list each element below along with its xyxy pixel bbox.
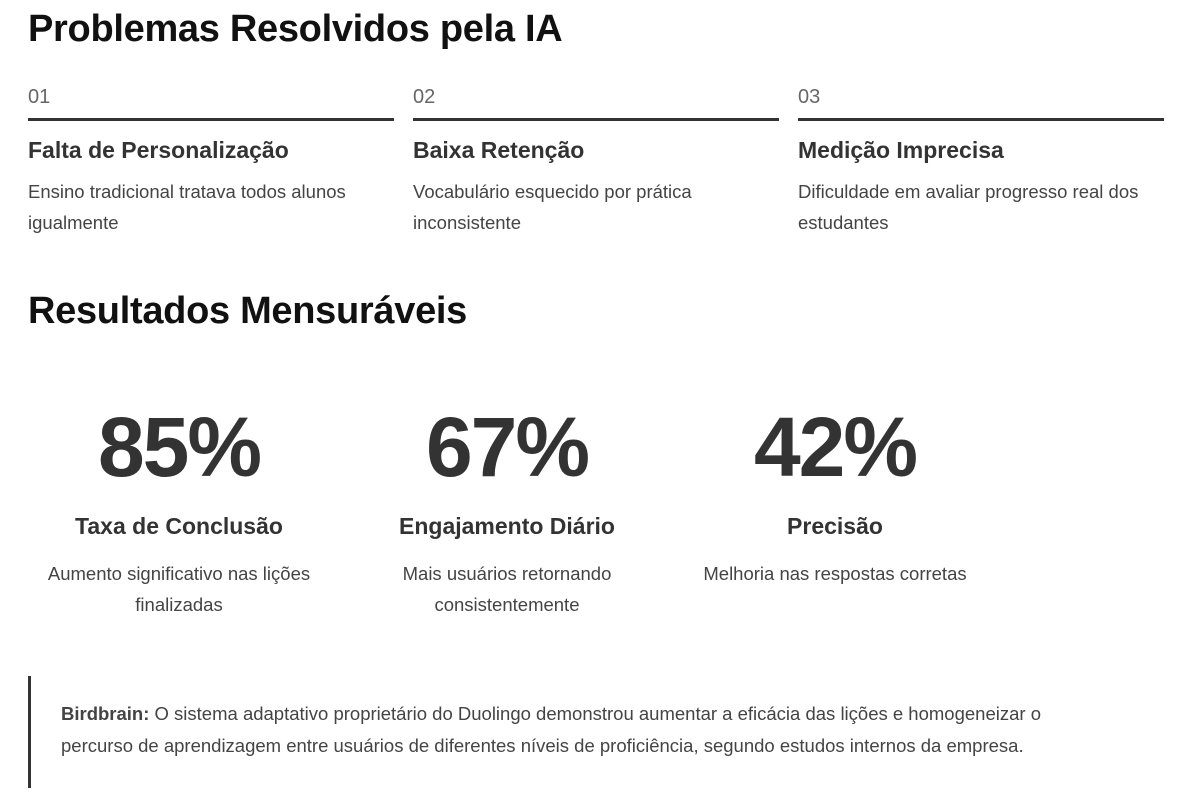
result-card: 42% Precisão Melhoria nas respostas corret… — [671, 395, 999, 589]
result-text: Mais usuários retornando consistentement… — [402, 563, 612, 615]
note-text: O sistema adaptativo proprietário do Duo… — [61, 703, 1041, 756]
section-title: Resultados Mensuráveis — [28, 290, 468, 332]
result-stat: 85% — [97, 400, 262, 494]
note: Birdbrain: O sistema adaptativo propriet… — [28, 676, 1118, 788]
result-heading: Precisão — [787, 513, 883, 539]
problem-card: 02 Baixa Retenção Vocabulário esquecido po… — [413, 86, 779, 238]
note-label: Birdbrain: — [61, 703, 150, 724]
problem-text: Vocabulário esquecido por prática incons… — [413, 181, 692, 233]
section-title: Problemas Resolvidos pela IA — [28, 8, 563, 50]
problem-heading: Baixa Retenção — [413, 137, 585, 163]
problem-number: 02 — [413, 86, 779, 121]
result-heading: Engajamento Diário — [399, 513, 615, 539]
result-card: 85% Taxa de Conclusão Aumento significativ… — [15, 395, 343, 620]
problem-text: Dificuldade em avaliar progresso real do… — [798, 181, 1139, 233]
result-text: Melhoria nas respostas corretas — [703, 563, 967, 584]
result-text: Aumento significativo nas lições finaliz… — [47, 563, 311, 615]
problem-heading: Medição Imprecisa — [798, 137, 1004, 163]
problem-text: Ensino tradicional tratava todos alunos … — [28, 181, 346, 233]
result-heading: Taxa de Conclusão — [75, 513, 283, 539]
problem-number: 01 — [28, 86, 394, 121]
problem-card: 03 Medição Imprecisa Dificuldade em avalia… — [798, 86, 1164, 238]
problem-card: 01 Falta de Personalização Ensino tradicio… — [28, 86, 394, 238]
result-stat: 67% — [425, 400, 590, 494]
problem-heading: Falta de Personalização — [28, 137, 289, 163]
problem-number: 03 — [798, 86, 1164, 121]
result-stat: 42% — [753, 400, 918, 494]
result-card: 67% Engajamento Diário Mais usuários retor… — [343, 395, 671, 620]
